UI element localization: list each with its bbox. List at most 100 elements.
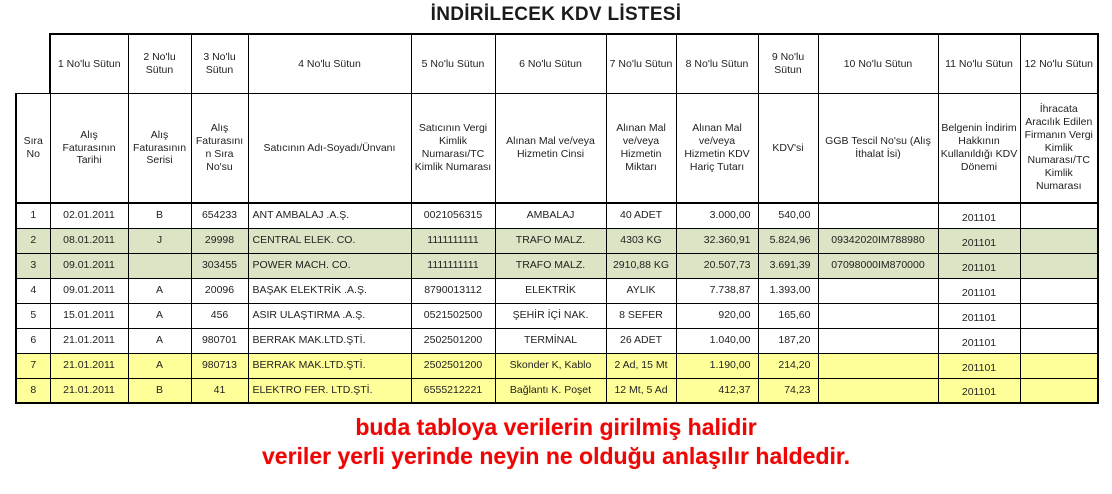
column-header-cell: Belgenin İndirim Hakkının Kullanıldığı K… [937,93,1021,204]
table-cell: B [127,377,192,404]
table-cell: 654233 [190,202,249,229]
table-cell: POWER MACH. CO. [247,252,412,279]
table-cell: 920,00 [675,302,759,329]
table-cell: 21.01.2011 [49,352,129,379]
table-cell: Skonder K, Kablo [494,352,607,379]
table-cell: 201101 [937,202,1021,229]
table-cell: BAŞAK ELEKTRİK .A.Ş. [247,277,412,304]
column-header-cell: Alınan Mal ve/veya Hizmetin KDV Hariç Tu… [675,93,759,204]
table-cell: 08.01.2011 [49,227,129,254]
numbered-header-cell: 6 No'lu Sütun [494,33,607,94]
table-cell: 02.01.2011 [49,202,129,229]
table-row: 4 09.01.2011 A 20096 BAŞAK ELEKTRİK .A.Ş. 879… [15,277,1099,304]
table-cell: 20.507,73 [675,252,759,279]
table-cell: BERRAK MAK.LTD.ŞTİ. [247,352,412,379]
column-header-cell: Sıra No [15,93,51,204]
table-cell: ANT AMBALAJ .A.Ş. [247,202,412,229]
table-row: 3 09.01.2011 303455 POWER MACH. CO. 11111111… [15,252,1099,279]
table-cell: 12 Mt, 5 Ad [605,377,677,404]
numbered-header-cell: 10 No'lu Sütun [817,33,939,94]
column-header-cell: GGB Tescil No'su (Alış İthalat İsi) [817,93,939,204]
table-row: 8 21.01.2011 B 41 ELEKTRO FER. LTD.ŞTİ. 65552… [15,377,1099,404]
table-cell [1019,277,1099,304]
table-cell: 1111111111 [410,227,496,254]
numbered-header-cell: 9 No'lu Sütun [757,33,819,94]
table-cell: J [127,227,192,254]
table-cell: TRAFO MALZ. [494,227,607,254]
table-cell: 540,00 [757,202,819,229]
table-cell: 26 ADET [605,327,677,354]
table-header: 1 No'lu Sütun 2 No'lu Sütun 3 No'lu Sütun 4… [15,33,1099,204]
column-header-cell: Alınan Mal ve/veya Hizmetin Cinsi [494,93,607,204]
table-cell [817,277,939,304]
table-cell: 201101 [937,252,1021,279]
numbered-header-cell: 4 No'lu Sütun [247,33,412,94]
table-row: 7 21.01.2011 A 980713 BERRAK MAK.LTD.ŞTİ. 250… [15,352,1099,379]
table-cell: ASIR ULAŞTIRMA .A.Ş. [247,302,412,329]
table-cell: 40 ADET [605,202,677,229]
table-cell: A [127,277,192,304]
table-cell: 2502501200 [410,327,496,354]
column-header-row: Sıra No Alış Faturasının Tarihi Alış Fatur… [15,93,1099,204]
column-header-cell: Alış Faturasının Sıra No'su [190,93,249,204]
table-row: 6 21.01.2011 A 980701 BERRAK MAK.LTD.ŞTİ. 250… [15,327,1099,354]
table-cell [817,327,939,354]
table-cell: 32.360,91 [675,227,759,254]
table-cell: TRAFO MALZ. [494,252,607,279]
table-cell: ŞEHİR İÇİ NAK. [494,302,607,329]
table-cell: 07098000IM870000 [817,252,939,279]
table-cell: A [127,352,192,379]
table-cell: 1111111111 [410,252,496,279]
table-cell: 1.040,00 [675,327,759,354]
table-cell: 201101 [937,327,1021,354]
table-cell: 6555212221 [410,377,496,404]
table-cell: 20096 [190,277,249,304]
table-cell: 2502501200 [410,352,496,379]
table-cell: A [127,302,192,329]
column-header-cell: Satıcının Vergi Kimlik Numarası/TC Kimli… [410,93,496,204]
table-cell: 7.738,87 [675,277,759,304]
table-cell [817,377,939,404]
table-cell [1019,252,1099,279]
table-cell [127,252,192,279]
page-title: İNDİRİLECEK KDV LİSTESİ [430,4,682,25]
annotation-line-2: veriler yerli yerinde neyin ne olduğu an… [262,443,850,470]
numbered-header-cell: 2 No'lu Sütun [127,33,192,94]
table-cell [1019,202,1099,229]
table-cell: 21.01.2011 [49,377,129,404]
table-cell: 8 SEFER [605,302,677,329]
numbered-header-cell: 7 No'lu Sütun [605,33,677,94]
table-cell: 3.691,39 [757,252,819,279]
column-header-cell: Alınan Mal ve/veya Hizmetin Miktarı [605,93,677,204]
table-cell: 09.01.2011 [49,252,129,279]
table-cell [1019,352,1099,379]
table-cell: 2910,88 KG [605,252,677,279]
table-cell: 214,20 [757,352,819,379]
table-cell: 74,23 [757,377,819,404]
table-cell: 456 [190,302,249,329]
corner-spacer [16,34,50,94]
numbered-header-cell: 11 No'lu Sütun [937,33,1021,94]
table-cell: CENTRAL ELEK. CO. [247,227,412,254]
table-cell: 2 [15,227,51,254]
table-cell: B [127,202,192,229]
table-cell: 41 [190,377,249,404]
table-cell: BERRAK MAK.LTD.ŞTİ. [247,327,412,354]
kdv-list-table: 1 No'lu Sütun 2 No'lu Sütun 3 No'lu Sütun 4… [15,33,1099,404]
column-header-cell: Satıcının Adı-Soyadı/Ünvanı [247,93,412,204]
table-cell: 303455 [190,252,249,279]
table-cell: Bağlantı K. Poşet [494,377,607,404]
table-body: 1 02.01.2011 B 654233 ANT AMBALAJ .A.Ş. 00210… [15,202,1099,404]
table-cell: A [127,327,192,354]
table-cell: 412,37 [675,377,759,404]
table-cell: 29998 [190,227,249,254]
table-cell: 201101 [937,302,1021,329]
table-cell: 201101 [937,227,1021,254]
numbered-header-cell: 8 No'lu Sütun [675,33,759,94]
table-cell: 201101 [937,377,1021,404]
table-cell [817,302,939,329]
column-header-cell: Alış Faturasının Tarihi [49,93,129,204]
numbered-header-row: 1 No'lu Sütun 2 No'lu Sütun 3 No'lu Sütun 4… [16,33,1099,94]
table-cell: 980701 [190,327,249,354]
table-cell: 3 [15,252,51,279]
